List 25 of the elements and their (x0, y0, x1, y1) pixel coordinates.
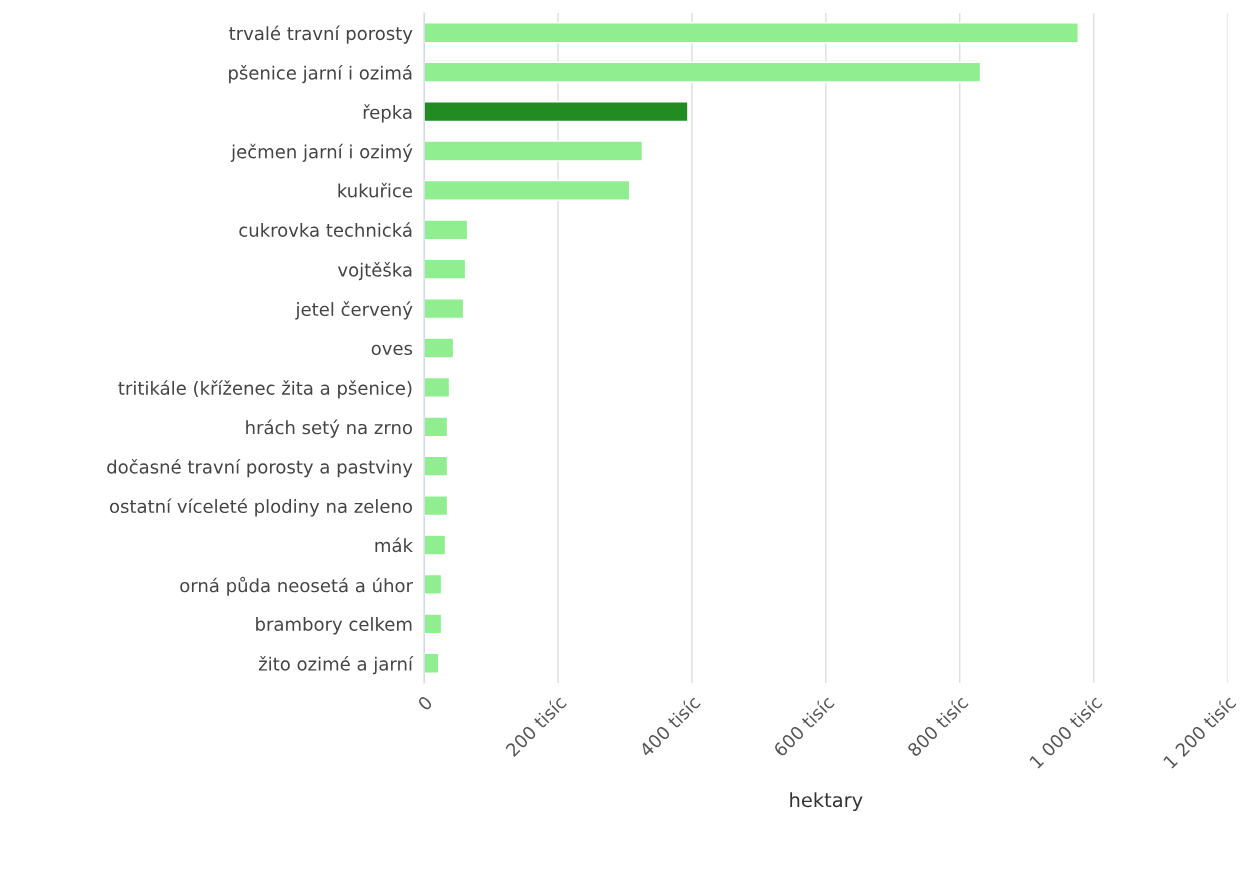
y-tick-label: žito ozimé a jarní (258, 656, 414, 675)
y-tick-label: kukuřice (338, 182, 413, 198)
y-tick-label: tritikále (kříženec žita a pšenice) (118, 380, 412, 399)
y-tick-label: řepka (363, 104, 412, 123)
y-tick-label: orná půda neosetá a úhor (180, 576, 413, 596)
y-tick-label: cukrovka technická (239, 222, 412, 237)
y-tick-label: jetel červený (295, 301, 413, 320)
x-tick-label: 0 (417, 695, 434, 712)
y-tick-label: vojtěška (337, 261, 412, 281)
x-tick-label: 200 tisíc (504, 694, 568, 758)
y-tick-label: hrách setý na zrno (246, 419, 412, 438)
y-tick-label: brambory celkem (256, 616, 412, 635)
y-tick-label: dočasné travní porosty a pastviny (107, 459, 413, 478)
x-tick-label: 400 tisíc (637, 694, 702, 758)
x-tick-label: 1 000 tisíc (1028, 694, 1103, 769)
x-tick-label: 1 200 tisíc (1162, 694, 1237, 769)
y-tick-label: ječmen jarní i ozimý (230, 143, 413, 162)
x-axis-title: hektary (790, 792, 863, 812)
x-tick-label: 600 tisíc (772, 694, 835, 758)
x-tick-label: 800 tisíc (905, 694, 969, 758)
y-tick-label: pšenice jarní i ozimá (229, 64, 412, 84)
y-tick-label: trvalé travní porosty (229, 25, 413, 44)
y-tick-label: ostatní víceleté plodiny na zeleno (109, 498, 412, 517)
y-tick-label: oves (371, 344, 413, 356)
y-tick-label: mák (375, 537, 413, 553)
